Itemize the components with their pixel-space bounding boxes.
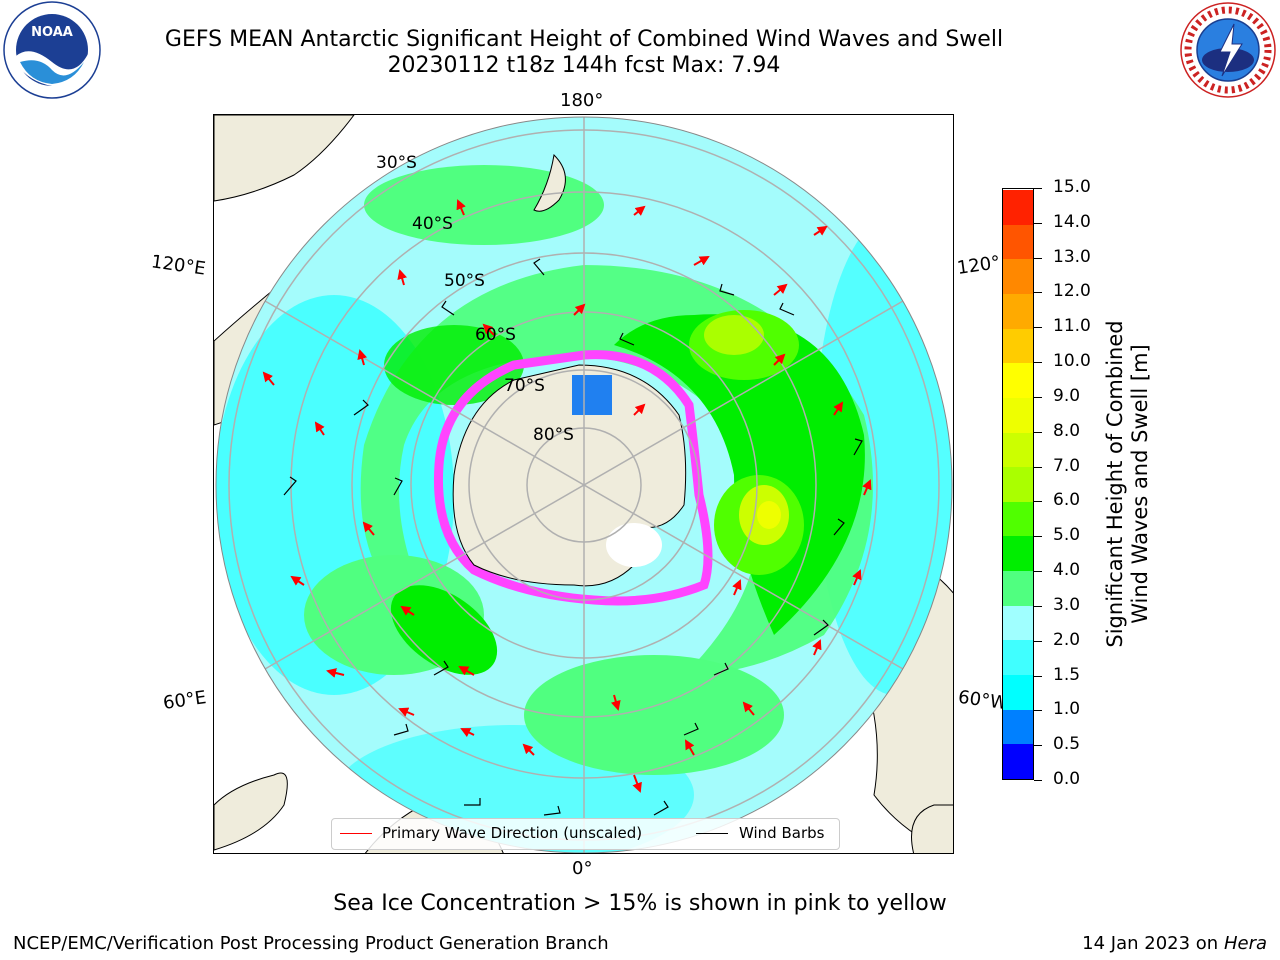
colorbar-band (1003, 675, 1033, 710)
colorbar-tick-label: 13.0 (1053, 246, 1091, 267)
colorbar-tick-label: 11.0 (1053, 316, 1091, 337)
colorbar-tick-label: 10.0 (1053, 351, 1091, 372)
footer-date: 14 Jan 2023 on Hera (1082, 933, 1267, 954)
colorbar-band (1003, 293, 1033, 329)
colorbar-tick-mark (1034, 292, 1042, 294)
colorbar-tick-label: 1.5 (1053, 664, 1081, 685)
colorbar-tick-mark (1034, 780, 1042, 781)
sea-ice-edge (433, 350, 713, 606)
colorbar-tick-label: 9.0 (1053, 385, 1081, 406)
colorbar-band (1003, 363, 1033, 398)
colorbar-tick-mark (1034, 710, 1042, 712)
colorbar-tick-label: 7.0 (1053, 455, 1081, 476)
colorbar-tick-label: 3.0 (1053, 594, 1081, 615)
noaa-logo-text: NOAA (31, 25, 73, 40)
wave-direction-swatch (340, 833, 372, 834)
lon-label-180: 180° (560, 90, 604, 111)
lat-label-30s: 30°S (376, 153, 417, 173)
lon-label-60e: 60°E (161, 687, 208, 714)
lon-label-0: 0° (572, 858, 593, 879)
colorbar-band (1003, 190, 1033, 225)
land-madagascar (214, 772, 288, 851)
wave-direction-arrows (262, 199, 872, 793)
colorbar-tick-mark (1034, 327, 1042, 329)
colorbar-band (1003, 536, 1033, 572)
colorbar-band (1003, 432, 1033, 468)
colorbar-tick-mark (1034, 536, 1042, 538)
colorbar-tick-label: 2.0 (1053, 629, 1081, 650)
colorbar-band (1003, 259, 1033, 294)
colorbar-label: Significant Height of Combined Wind Wave… (1103, 274, 1153, 694)
colorbar-band (1003, 328, 1033, 364)
colorbar (1002, 188, 1034, 780)
colorbar-tick-mark (1034, 362, 1042, 364)
colorbar-band (1003, 640, 1033, 676)
colorbar-tick-mark (1034, 396, 1042, 398)
legend-wave-direction: Primary Wave Direction (unscaled) (382, 824, 643, 842)
polar-map (213, 114, 954, 854)
lat-label-50s: 50°S (444, 271, 485, 291)
lat-label-70s: 70°S (504, 376, 545, 396)
colorbar-tick-label: 8.0 (1053, 420, 1081, 441)
wind-barb-swatch (696, 833, 728, 834)
colorbar-band (1003, 467, 1033, 502)
land-australia-north (214, 115, 355, 202)
noaa-logo-icon: NOAA (0, 0, 104, 104)
sea-ice-caption: Sea Ice Concentration > 15% is shown in … (333, 891, 947, 916)
colorbar-tick-label: 0.0 (1053, 769, 1081, 789)
colorbar-tick-mark (1034, 431, 1042, 433)
colorbar-band (1003, 571, 1033, 606)
colorbar-tick-label: 14.0 (1053, 211, 1091, 232)
colorbar-tick-mark (1034, 571, 1042, 573)
footer-system: Hera (1223, 933, 1267, 954)
footer-credit: NCEP/EMC/Verification Post Processing Pr… (13, 933, 609, 954)
colorbar-tick-mark (1034, 466, 1042, 468)
colorbar-band (1003, 397, 1033, 433)
wind-barbs (283, 258, 863, 816)
colorbar-tick-mark (1034, 257, 1042, 259)
colorbar-tick-label: 4.0 (1053, 560, 1081, 581)
colorbar-tick-mark (1034, 745, 1042, 747)
colorbar-band (1003, 224, 1033, 260)
nws-logo-icon (1176, 0, 1280, 104)
colorbar-tick-mark (1034, 222, 1042, 224)
colorbar-label-line1: Significant Height of Combined (1103, 320, 1127, 648)
colorbar-tick-label: 12.0 (1053, 281, 1091, 302)
colorbar-band (1003, 744, 1033, 779)
colorbar-tick-label: 6.0 (1053, 490, 1081, 511)
colorbar-label-line2: Wind Waves and Swell [m] (1128, 344, 1152, 624)
colorbar-tick-mark (1034, 640, 1042, 642)
colorbar-tick-label: 15.0 (1053, 177, 1091, 197)
colorbar-tick-mark (1034, 188, 1042, 189)
lat-label-80s: 80°S (533, 425, 574, 445)
lon-label-120e: 120°E (149, 251, 207, 280)
legend-wind-barbs: Wind Barbs (739, 824, 825, 842)
footer-date-text: 14 Jan 2023 on (1082, 933, 1224, 954)
colorbar-tick-label: 5.0 (1053, 525, 1081, 546)
lat-label-40s: 40°S (412, 214, 453, 234)
colorbar-tick-mark (1034, 501, 1042, 503)
zone-4m (614, 314, 865, 635)
colorbar-tick-label: 1.0 (1053, 699, 1081, 720)
colorbar-tick-mark (1034, 605, 1042, 607)
lat-label-60s: 60°S (475, 325, 516, 345)
chart-title: GEFS MEAN Antarctic Significant Height o… (164, 27, 1004, 52)
colorbar-tick-mark (1034, 675, 1042, 677)
map-legend: Primary Wave Direction (unscaled) Wind B… (331, 818, 840, 850)
polar-map-canvas (214, 115, 953, 853)
colorbar-band (1003, 605, 1033, 641)
lon-label-120w: 120° (955, 252, 1002, 279)
colorbar-tick-label: 0.5 (1053, 734, 1081, 755)
chart-subtitle: 20230112 t18z 144h fcst Max: 7.94 (387, 53, 781, 78)
colorbar-band (1003, 501, 1033, 537)
colorbar-band (1003, 709, 1033, 745)
